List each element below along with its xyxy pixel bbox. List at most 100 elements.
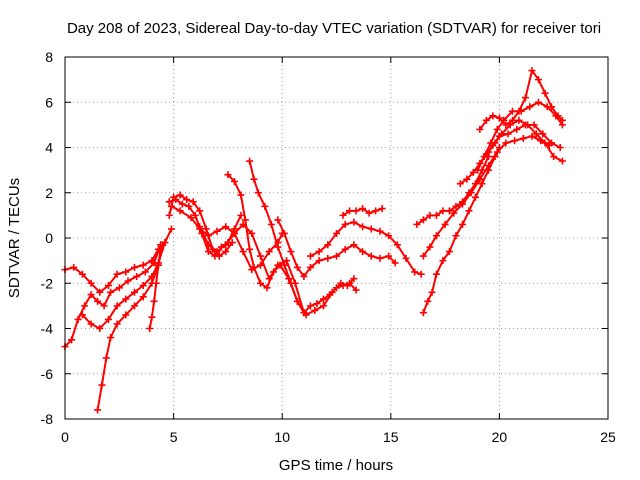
data-point: [280, 261, 288, 269]
data-point: [548, 139, 556, 147]
data-point: [157, 245, 165, 253]
data-point: [131, 288, 139, 296]
data-point: [515, 107, 523, 115]
grid: [65, 57, 608, 419]
data-point: [439, 207, 447, 215]
data-point: [445, 207, 453, 215]
data-point: [131, 263, 139, 271]
data-point: [246, 157, 254, 165]
data-point: [346, 207, 354, 215]
data-point: [359, 248, 367, 256]
x-tick-label: 15: [383, 429, 399, 445]
data-point: [333, 284, 340, 292]
data-point: [548, 103, 556, 111]
series-line: [422, 135, 551, 258]
data-point: [452, 202, 460, 210]
data-point: [450, 209, 458, 217]
data-point: [202, 225, 210, 233]
data-point: [204, 248, 212, 256]
data-point: [550, 153, 558, 161]
data-point: [413, 220, 421, 228]
data-point: [432, 232, 440, 240]
data-point: [78, 270, 86, 278]
data-point: [107, 334, 115, 342]
data-point: [469, 168, 477, 176]
data-point: [515, 116, 523, 124]
data-point: [141, 268, 149, 276]
data-point: [476, 125, 484, 133]
data-point: [148, 313, 156, 321]
data-point: [511, 137, 519, 145]
data-point: [558, 157, 566, 165]
data-point: [139, 261, 147, 269]
data-point: [196, 223, 204, 231]
data-point: [532, 130, 540, 138]
series-arc-18: [456, 121, 564, 188]
data-point: [489, 112, 497, 120]
data-point: [472, 193, 480, 201]
series-line: [170, 205, 284, 271]
data-point: [87, 320, 95, 328]
data-point: [113, 302, 121, 310]
x-tick-label: 5: [170, 429, 178, 445]
data-point: [267, 220, 275, 228]
data-point: [315, 248, 323, 256]
data-point: [107, 288, 115, 296]
data-point: [367, 252, 375, 260]
series-line: [226, 173, 355, 316]
data-point: [250, 263, 258, 271]
data-point: [152, 279, 160, 287]
series-arc-2: [61, 241, 165, 351]
series-line: [276, 218, 397, 278]
data-point: [502, 139, 510, 147]
y-tick-label: 0: [45, 230, 53, 246]
data-point: [159, 241, 167, 249]
data-point: [498, 130, 506, 138]
data-point: [248, 229, 256, 237]
data-point: [491, 139, 499, 147]
data-point: [426, 211, 434, 219]
data-point: [250, 175, 258, 183]
y-tick-label: -4: [41, 321, 54, 337]
data-point: [74, 315, 82, 323]
data-point: [367, 225, 375, 233]
plot-frame: [64, 56, 609, 420]
data-point: [456, 180, 464, 188]
data-point: [122, 268, 130, 276]
data-point: [458, 200, 466, 208]
data-point: [150, 297, 158, 305]
series-line: [476, 101, 564, 172]
series-arc-20: [476, 67, 566, 133]
data-point: [319, 295, 327, 303]
data-point: [426, 243, 434, 251]
data-point: [261, 202, 269, 210]
data-point: [526, 103, 534, 111]
data-point: [493, 148, 501, 156]
data-point: [100, 302, 108, 310]
data-point: [265, 248, 273, 256]
data-point: [293, 297, 301, 305]
series-arc-1: [61, 245, 162, 296]
data-point: [465, 207, 473, 215]
data-point: [524, 121, 532, 129]
data-point: [167, 225, 175, 233]
data-point: [133, 272, 141, 280]
data-point: [513, 125, 521, 133]
data-point: [113, 320, 121, 328]
data-point: [432, 211, 440, 219]
data-point: [139, 293, 147, 301]
series-arc-14: [339, 205, 386, 219]
data-point: [178, 200, 186, 208]
series-arc-15: [419, 144, 503, 317]
data-point: [439, 257, 447, 265]
data-point: [326, 291, 334, 299]
data-point: [432, 270, 440, 278]
series-arc-17: [419, 132, 553, 260]
y-tick-label: -8: [41, 411, 54, 427]
data-point: [154, 261, 162, 269]
data-point: [341, 220, 349, 228]
data-point: [558, 116, 566, 124]
data-point: [102, 354, 110, 362]
data-point: [263, 284, 271, 292]
